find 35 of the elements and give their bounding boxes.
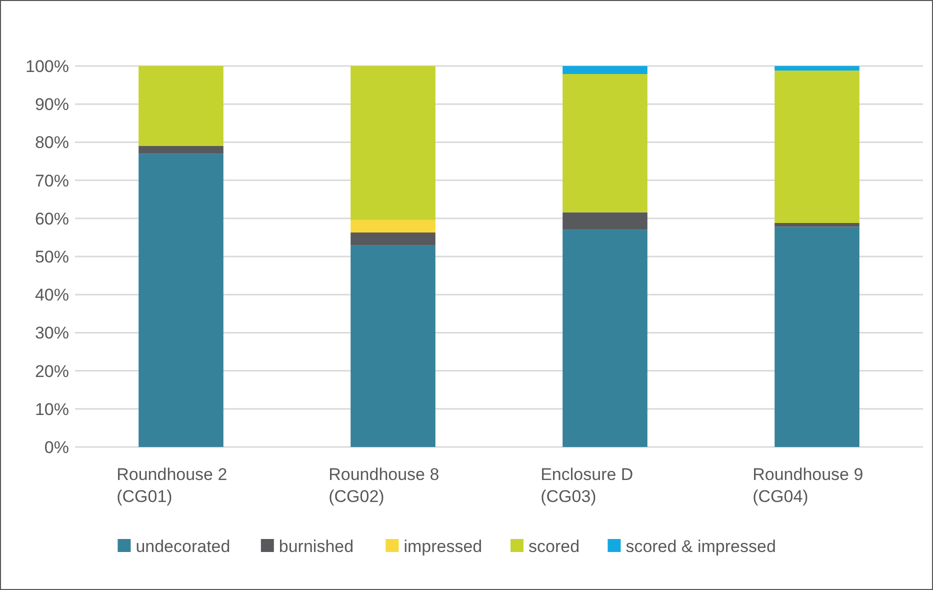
y-tick-label: 90% (34, 95, 69, 114)
y-tick-label: 70% (34, 171, 69, 190)
bar (350, 245, 436, 447)
y-tick-label: 0% (44, 438, 69, 457)
legend-label: impressed (404, 536, 482, 556)
bar (138, 66, 224, 146)
bar (562, 212, 648, 230)
x-tick-label: Roundhouse 9 (CG04) (752, 465, 864, 506)
legend-label: burnished (278, 536, 354, 556)
y-tick-label: 20% (34, 362, 69, 381)
x-tick-label: Roundhouse 2 (CG01) (116, 465, 228, 506)
legend-label: undecorated (136, 536, 230, 556)
bar (774, 70, 860, 223)
y-tick-label: 100% (26, 56, 69, 76)
x-tick-label: Roundhouse 8 (CG02) (328, 465, 440, 506)
y-tick-label: 80% (34, 133, 69, 152)
bar (350, 232, 436, 246)
x-tick-label: Enclosure D (CG03) (540, 465, 634, 506)
bar (774, 66, 860, 71)
y-tick-label: 40% (34, 286, 69, 305)
y-tick-label: 60% (34, 209, 69, 228)
legend-label: scored (528, 536, 580, 556)
bar (774, 222, 860, 227)
bar (562, 74, 648, 212)
y-tick-label: 10% (34, 400, 69, 419)
bar (350, 66, 436, 220)
bar (774, 226, 860, 447)
bar (138, 146, 224, 154)
y-tick-label: 50% (34, 247, 69, 266)
legend-label: scored & impressed (626, 536, 776, 556)
y-tick-label: 30% (34, 324, 69, 343)
bar (562, 230, 648, 447)
bar (562, 66, 648, 74)
bar (350, 220, 436, 232)
bar (138, 154, 224, 447)
